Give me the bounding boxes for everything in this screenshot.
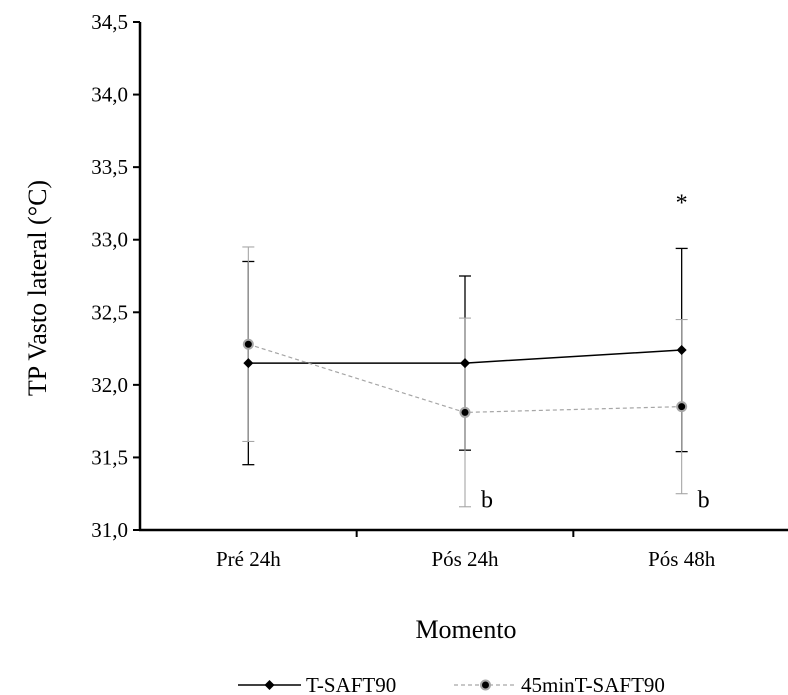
series-markers [242,338,688,418]
y-tick-label: 33,0 [91,228,128,252]
error-bars [242,246,688,508]
y-axis-title: TP Vasto lateral (°C) [23,180,52,396]
legend-label-t-saft90: T-SAFT90 [306,673,396,695]
significance-letter: b [698,488,710,514]
x-tick-label: Pré 24h [216,547,281,571]
data-point [676,401,688,413]
x-tick-label: Pós 24h [431,547,499,571]
significance-asterisk: * [676,191,688,217]
y-tick-label: 32,0 [91,373,128,397]
annotations: * b b [481,191,710,514]
x-ticks: Pré 24h Pós 24h Pós 48h [216,530,716,571]
legend-marker-45mint-saft90 [480,679,491,691]
y-tick-label: 33,5 [91,155,128,179]
y-tick-label: 31,0 [91,518,128,542]
legend-marker-t-saft90 [264,680,275,690]
data-point [459,406,471,418]
data-point [460,358,470,369]
y-ticks: 31,0 31,5 32,0 32,5 33,0 33,5 34,0 34,5 [91,10,140,542]
legend-label-45mint-saft90: 45minT-SAFT90 [521,673,665,695]
x-tick-label: Pós 48h [648,547,716,571]
x-axis-title: Momento [415,615,516,644]
y-tick-label: 34,5 [91,10,128,34]
data-point [676,345,687,356]
data-point [242,338,254,350]
y-tick-label: 32,5 [91,300,128,324]
y-tick-label: 31,5 [91,445,128,469]
data-point [243,358,254,369]
significance-letter: b [481,488,493,514]
legend: T-SAFT90 45minT-SAFT90 [238,673,665,695]
y-tick-label: 34,0 [91,83,128,107]
axes [138,22,788,532]
